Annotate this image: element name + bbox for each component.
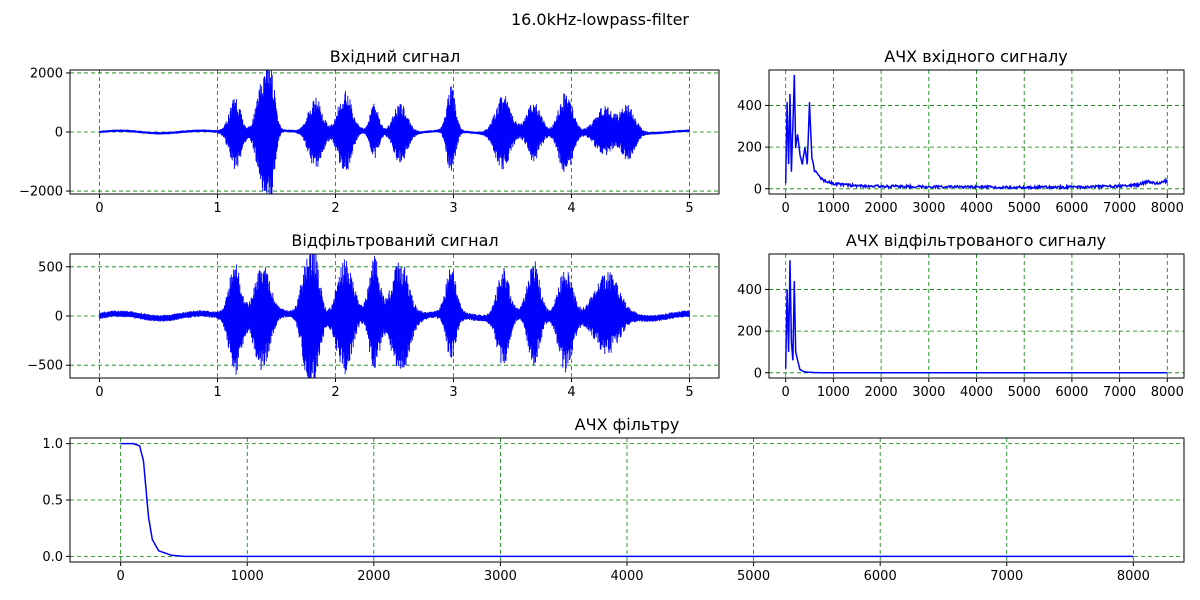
x-tick-label: 4000 [960,201,993,216]
x-tick-label: 0 [116,569,124,584]
x-tick-label: 5000 [737,569,770,584]
series-line [784,74,1168,191]
x-tick-label: 0 [782,385,790,400]
panel-filter-response: АЧХ фільтру 0 1000 2000 3000 4000 5000 6000 700… [42,415,1185,584]
x-tick-label: 0 [95,201,103,216]
series-line [99,69,690,195]
x-tick-label: 6000 [1055,201,1088,216]
x-tick-label: 3000 [484,569,517,584]
panel-filtered-signal: Відфільтрований сигнал 0 1 2 3 4 5 −500 0 500 [27,231,720,400]
x-tick-label: 4000 [610,569,643,584]
x-tick-label: 6000 [864,569,897,584]
y-tick-label: 200 [737,141,762,156]
x-tick-label: 3 [449,385,457,400]
x-tick-label: 1000 [817,385,850,400]
y-tick-label: 400 [737,283,762,298]
y-tick-label: 200 [737,325,762,340]
x-tick-label: 8000 [1151,201,1184,216]
x-tick-label: 4000 [960,385,993,400]
y-tick-label: 500 [38,260,63,275]
y-tick-label: 2000 [30,66,63,81]
x-tick-label: 7000 [990,569,1023,584]
panel-title-filter-response: АЧХ фільтру [575,415,680,434]
panel-title-filtered-spectrum: АЧХ відфільтрованого сигналу [846,231,1106,250]
x-tick-label: 2000 [357,569,390,584]
series-line [120,442,1134,558]
x-tick-label: 1000 [817,201,850,216]
panel-title-filtered-signal: Відфільтрований сигнал [291,231,498,250]
x-tick-label: 4 [567,385,575,400]
panel-title-input-signal: Вхідний сигнал [330,47,460,66]
y-tick-label: 0.0 [42,550,63,565]
x-tick-label: 2 [331,201,339,216]
x-tick-label: 2000 [865,385,898,400]
x-tick-label: 6000 [1055,385,1088,400]
series-line [99,253,690,379]
y-tick-label: 0 [754,366,762,381]
x-tick-label: 3000 [912,201,945,216]
panel-title-input-spectrum: АЧХ вхідного сигналу [884,47,1067,66]
y-tick-label: 0.5 [42,494,63,509]
x-tick-label: 4 [567,201,575,216]
y-tick-label: 0 [754,182,762,197]
panel-input-spectrum: АЧХ вхідного сигналу 0 1000 2000 3000 4000 50… [737,47,1185,216]
x-tick-label: 2 [331,385,339,400]
series-line [784,260,1168,374]
panel-input-signal: Вхідний сигнал 0 1 2 3 4 5 −2000 0 2000 [19,47,720,216]
x-tick-label: 3 [449,201,457,216]
x-tick-label: 8000 [1117,569,1150,584]
y-tick-label: −2000 [19,185,63,200]
x-tick-label: 3000 [912,385,945,400]
x-tick-label: 1 [213,201,221,216]
y-tick-label: 0 [55,126,63,141]
y-tick-label: 1.0 [42,437,63,452]
x-tick-label: 0 [95,385,103,400]
y-tick-label: 400 [737,99,762,114]
x-tick-label: 1 [213,385,221,400]
x-tick-label: 8000 [1151,385,1184,400]
y-tick-label: −500 [27,359,63,374]
panel-filtered-spectrum: АЧХ відфільтрованого сигналу 0 1000 2000 30… [737,231,1185,400]
x-tick-label: 5 [685,385,693,400]
x-tick-label: 7000 [1103,201,1136,216]
figure-title: 16.0kHz-lowpass-filter [511,10,689,29]
x-tick-label: 7000 [1103,385,1136,400]
x-tick-label: 5000 [1008,201,1041,216]
x-tick-label: 5 [685,201,693,216]
x-tick-label: 1000 [231,569,264,584]
x-tick-label: 0 [782,201,790,216]
y-tick-label: 0 [55,310,63,325]
x-tick-label: 5000 [1008,385,1041,400]
x-tick-label: 2000 [865,201,898,216]
